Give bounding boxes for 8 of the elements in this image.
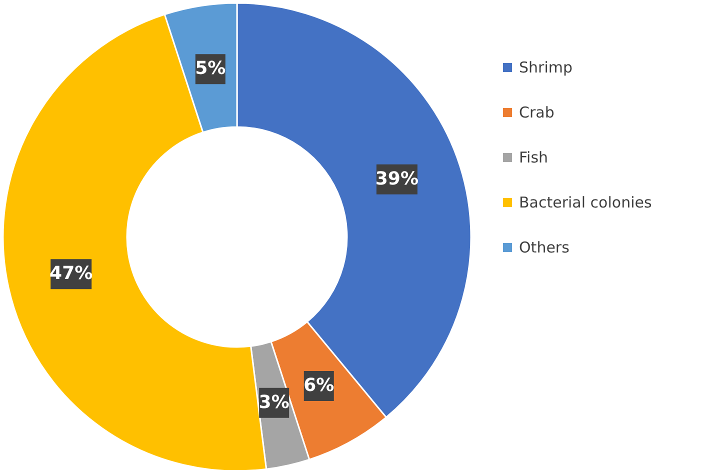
data-label: 3% xyxy=(258,392,290,413)
legend-label: Crab xyxy=(519,104,554,122)
legend-label: Bacterial colonies xyxy=(519,194,652,212)
legend-label: Shrimp xyxy=(519,58,572,76)
legend-label: Fish xyxy=(519,148,548,166)
legend-label: Others xyxy=(519,238,570,256)
data-label: 6% xyxy=(304,374,334,396)
data-label: 5% xyxy=(195,58,226,80)
